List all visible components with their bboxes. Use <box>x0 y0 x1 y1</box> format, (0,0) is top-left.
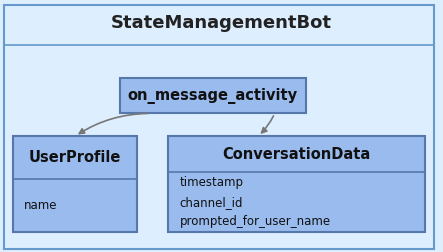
FancyBboxPatch shape <box>168 136 425 232</box>
FancyBboxPatch shape <box>120 78 306 113</box>
Text: timestamp: timestamp <box>179 176 243 189</box>
Text: StateManagementBot: StateManagementBot <box>111 14 332 32</box>
FancyBboxPatch shape <box>4 5 434 249</box>
Text: on_message_activity: on_message_activity <box>128 88 298 104</box>
FancyBboxPatch shape <box>13 136 137 232</box>
Text: UserProfile: UserProfile <box>29 150 121 165</box>
Text: name: name <box>24 199 58 212</box>
Text: ConversationData: ConversationData <box>223 147 371 162</box>
Text: channel_id: channel_id <box>179 196 243 209</box>
Text: prompted_for_user_name: prompted_for_user_name <box>179 215 330 229</box>
